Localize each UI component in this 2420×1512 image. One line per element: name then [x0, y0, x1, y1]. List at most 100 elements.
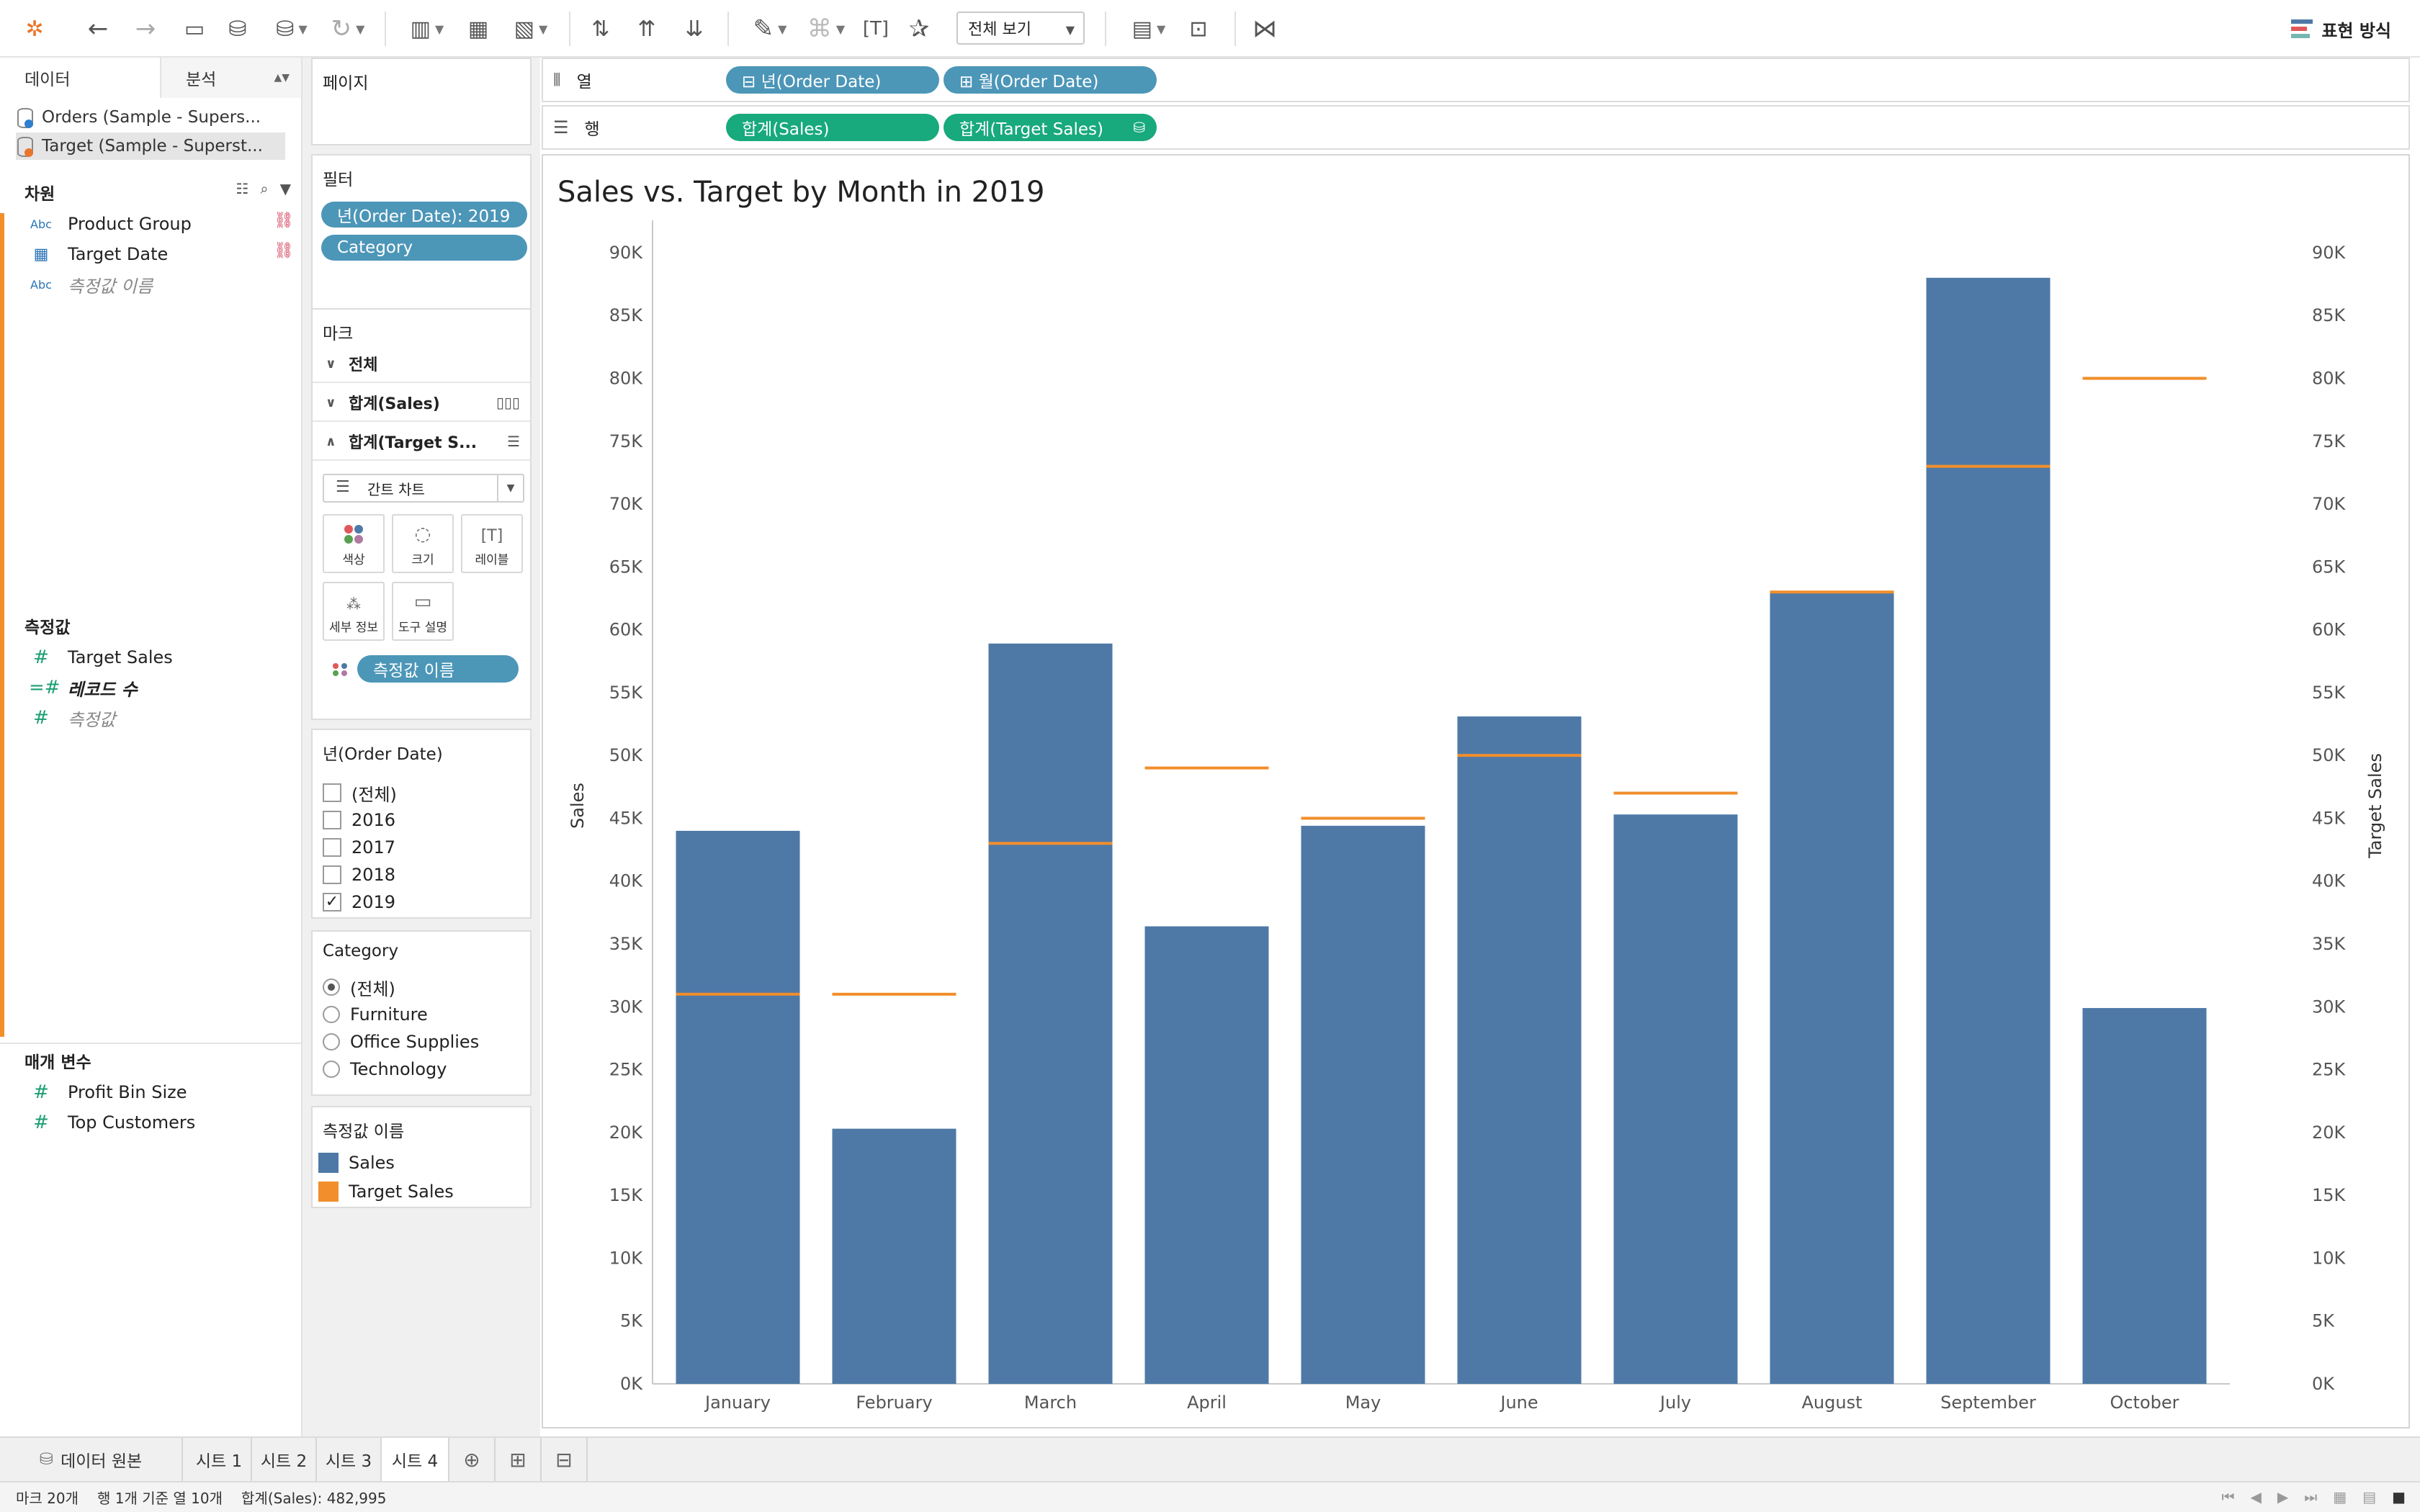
tab-datasource[interactable]: ⛁ 데이터 원본	[0, 1438, 183, 1481]
fit-dropdown[interactable]: 전체 보기 ▼	[956, 12, 1085, 45]
back-icon[interactable]: ←	[87, 14, 109, 43]
fix-axes-icon[interactable]: ✰	[908, 14, 930, 43]
swap-axes-icon[interactable]: ⇅	[591, 16, 610, 42]
link-icon[interactable]: ⛓	[274, 242, 294, 260]
dimension-measure-names[interactable]: Abc 측정값 이름	[29, 271, 153, 298]
dimension-product-group[interactable]: Abc Product Group	[29, 210, 192, 238]
option-label: Technology	[350, 1059, 447, 1079]
new-datasource-icon[interactable]: ⛁	[228, 16, 247, 42]
year-option-2017[interactable]: 2017	[323, 834, 395, 861]
tableau-logo-icon[interactable]: ✲	[25, 16, 44, 42]
prev-page-icon[interactable]: ◀	[2250, 1488, 2262, 1506]
radio[interactable]	[323, 1006, 340, 1023]
pages-card[interactable]: 페이지	[311, 58, 532, 145]
measure-values[interactable]: # 측정값	[29, 704, 115, 732]
year-option-2016[interactable]: 2016	[323, 806, 395, 834]
sort-descending-icon[interactable]: ⇊	[685, 16, 704, 42]
legend-item-target-sales[interactable]: Target Sales	[318, 1178, 454, 1205]
parameter-top-customers[interactable]: # Top Customers	[29, 1109, 195, 1136]
marks-target-sales[interactable]: ∧ 합계(Target S... ☰	[313, 423, 530, 461]
checkbox[interactable]	[323, 838, 341, 857]
view-list-icon[interactable]: ☷	[236, 180, 249, 197]
label-button[interactable]: [T] 레이블	[461, 514, 523, 573]
year-option-2018[interactable]: 2018	[323, 861, 395, 888]
checkbox-checked[interactable]: ✓	[323, 893, 341, 912]
new-sheet-icon[interactable]: ▥ ▼	[410, 16, 444, 42]
color-button[interactable]: 색상	[323, 514, 385, 573]
filter-pill-category[interactable]: Category	[321, 235, 527, 261]
datasource-tab-label: 데이터 원본	[60, 1452, 143, 1471]
tab-sheet-4[interactable]: 시트 4	[382, 1438, 449, 1481]
highlight-icon[interactable]: ✎ ▼	[753, 14, 787, 43]
first-page-icon[interactable]: ⏮	[2221, 1488, 2235, 1506]
columns-pill-year[interactable]: ⊟ 년(Order Date)	[726, 66, 939, 94]
size-button[interactable]: ◌ 크기	[392, 514, 454, 573]
category-option-all[interactable]: (전체)	[323, 973, 395, 1001]
sheet-sorter-icon[interactable]: ▦	[2333, 1488, 2347, 1506]
checkbox[interactable]	[323, 865, 341, 884]
link-icon[interactable]: ⛓	[274, 212, 294, 230]
category-option-furniture[interactable]: Furniture	[323, 1001, 428, 1028]
group-members-icon[interactable]: ⌘ ▼	[807, 14, 846, 43]
radio[interactable]	[323, 1033, 340, 1050]
category-option-office-supplies[interactable]: Office Supplies	[323, 1028, 479, 1056]
new-story-icon[interactable]: ⊟	[542, 1438, 588, 1481]
rows-pill-sales[interactable]: 합계(Sales)	[726, 114, 939, 141]
columns-shelf[interactable]: ⦀ 열 ⊟ 년(Order Date) ⊞ 월(Order Date)	[542, 58, 2410, 102]
marks-row-label: 전체	[349, 356, 378, 374]
year-option-all[interactable]: (전체)	[323, 779, 397, 806]
clear-sheet-icon[interactable]: ▧ ▼	[514, 16, 548, 42]
checkbox[interactable]	[323, 811, 341, 829]
category-option-technology[interactable]: Technology	[323, 1056, 447, 1083]
marks-all[interactable]: ∨ 전체	[313, 346, 530, 383]
radio-selected[interactable]	[323, 978, 340, 996]
datasource-target[interactable]: Target (Sample - Superst...	[16, 132, 285, 160]
duplicate-sheet-icon[interactable]: ▦	[467, 16, 489, 42]
measure-record-count[interactable]: =# 레코드 수	[29, 674, 138, 701]
tab-sheet-1[interactable]: 시트 1	[187, 1438, 252, 1481]
show-me-button[interactable]: 표현 방식	[2291, 14, 2391, 43]
tab-data[interactable]: 데이터	[0, 58, 161, 98]
status-controls: ⏮ ◀ ▶ ⏭ ▦ ▤ ■	[2222, 1488, 2406, 1506]
color-pill-measure-names[interactable]: 측정값 이름	[357, 655, 519, 683]
dimension-tools: ☷ ⌕ ▼	[236, 180, 291, 197]
sales-bar	[1301, 825, 1425, 1384]
last-page-icon[interactable]: ⏭	[2304, 1488, 2318, 1506]
marks-sales[interactable]: ∨ 합계(Sales) ▯▯▯	[313, 384, 530, 422]
sort-ascending-icon[interactable]: ⇈	[637, 16, 656, 42]
parameter-profit-bin-size[interactable]: # Profit Bin Size	[29, 1079, 187, 1106]
new-dashboard-icon[interactable]: ⊞	[496, 1438, 542, 1481]
dimension-target-date[interactable]: ▦ Target Date	[29, 240, 169, 268]
tab-sheet-3[interactable]: 시트 3	[317, 1438, 382, 1481]
year-option-2019[interactable]: ✓ 2019	[323, 888, 395, 916]
filter-pill-year[interactable]: 년(Order Date): 2019	[321, 202, 527, 228]
mark-type-dropdown[interactable]: ☰ 간트 차트 ▼	[323, 474, 524, 503]
refresh-icon[interactable]: ↻ ▼	[331, 14, 365, 43]
tab-sheet-2[interactable]: 시트 2	[252, 1438, 317, 1481]
checkbox[interactable]	[323, 783, 341, 802]
show-labels-icon[interactable]: [T]	[862, 18, 889, 40]
pause-updates-icon[interactable]: ⛁ ▼	[276, 16, 308, 42]
search-icon[interactable]: ⌕	[260, 180, 269, 197]
presentation-mode-icon[interactable]: ⊡	[1189, 16, 1208, 42]
legend-item-sales[interactable]: Sales	[318, 1149, 395, 1176]
columns-pill-month[interactable]: ⊞ 월(Order Date)	[944, 66, 1157, 94]
forward-icon[interactable]: →	[135, 14, 156, 43]
rows-shelf[interactable]: ☰ 행 합계(Sales) 합계(Target Sales) ⛁	[542, 105, 2410, 150]
detail-button[interactable]: ⁂ 세부 정보	[323, 582, 385, 641]
rows-pill-target-sales[interactable]: 합계(Target Sales) ⛁	[944, 114, 1157, 141]
chevron-down-icon[interactable]: ▼	[279, 180, 291, 197]
chevron-up-icon: ∧	[326, 433, 336, 449]
radio[interactable]	[323, 1061, 340, 1078]
measure-target-sales[interactable]: # Target Sales	[29, 644, 173, 671]
tooltip-button[interactable]: ▭ 도구 설명	[392, 582, 454, 641]
datasource-orders[interactable]: Orders (Sample - Supers...	[16, 104, 285, 131]
show-cards-icon[interactable]: ▤ ▼	[1131, 16, 1166, 42]
next-page-icon[interactable]: ▶	[2277, 1488, 2289, 1506]
save-icon[interactable]: ▭	[184, 16, 205, 42]
new-worksheet-icon[interactable]: ⊕	[449, 1438, 496, 1481]
share-icon[interactable]: ⋈	[1252, 14, 1277, 43]
filmstrip-icon[interactable]: ▤	[2362, 1488, 2377, 1506]
tab-analytics[interactable]: 분석 ▲▼	[161, 58, 301, 98]
tabs-view-icon[interactable]: ■	[2392, 1488, 2406, 1506]
